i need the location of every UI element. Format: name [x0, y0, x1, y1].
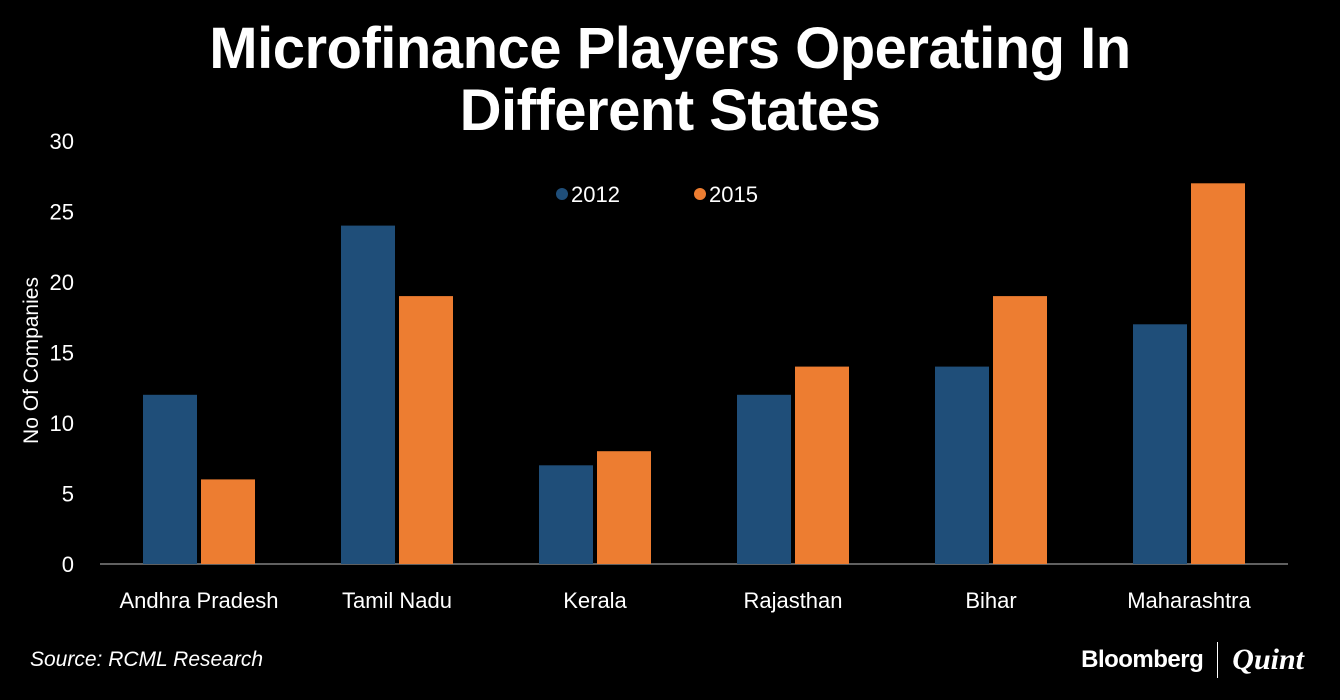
bar-2015-andhra-pradesh — [201, 479, 255, 564]
brand-logo: Bloomberg Quint — [1081, 640, 1304, 680]
chart-title-line-1: Microfinance Players Operating In — [209, 16, 1131, 81]
bar-2015-maharashtra — [1191, 183, 1245, 565]
x-tick-label: Rajasthan — [743, 588, 842, 613]
y-tick-label: 15 — [50, 341, 74, 366]
bar-2012-bihar — [935, 366, 989, 564]
y-tick-label: 20 — [50, 270, 74, 295]
y-tick-label: 30 — [50, 129, 74, 154]
bar-2012-maharashtra — [1133, 324, 1187, 564]
brand-primary: Bloomberg — [1081, 646, 1204, 673]
chart-title-line-2: Different States — [459, 78, 881, 143]
brand-divider — [1217, 642, 1219, 678]
y-axis-label: No Of Companies — [20, 277, 43, 444]
x-tick-label: Andhra Pradesh — [120, 588, 279, 613]
y-tick-label: 5 — [62, 482, 74, 507]
bar-2012-tamil-nadu — [341, 225, 395, 564]
bar-2012-andhra-pradesh — [143, 394, 197, 564]
bar-2015-tamil-nadu — [399, 296, 453, 564]
brand-secondary: Quint — [1232, 643, 1304, 676]
legend-label-2015: 2015 — [709, 182, 758, 207]
legend-label-2012: 2012 — [571, 182, 620, 207]
y-tick-label: 10 — [50, 411, 74, 436]
legend-marker-2012 — [556, 188, 568, 200]
source-note: Source: RCML Research — [30, 648, 264, 671]
legend-marker-2015 — [694, 188, 706, 200]
bar-2015-bihar — [993, 296, 1047, 564]
bar-2015-kerala — [597, 451, 651, 564]
x-tick-label: Bihar — [965, 588, 1016, 613]
x-tick-label: Maharashtra — [1127, 588, 1251, 613]
y-tick-label: 0 — [62, 552, 74, 577]
x-tick-label: Kerala — [563, 588, 627, 613]
bar-2015-rajasthan — [795, 366, 849, 564]
x-tick-label: Tamil Nadu — [342, 588, 452, 613]
chart-title: Microfinance Players Operating In Differ… — [0, 18, 1340, 142]
bar-2012-kerala — [539, 465, 593, 564]
y-tick-label: 25 — [50, 200, 74, 225]
bar-2012-rajasthan — [737, 394, 791, 564]
